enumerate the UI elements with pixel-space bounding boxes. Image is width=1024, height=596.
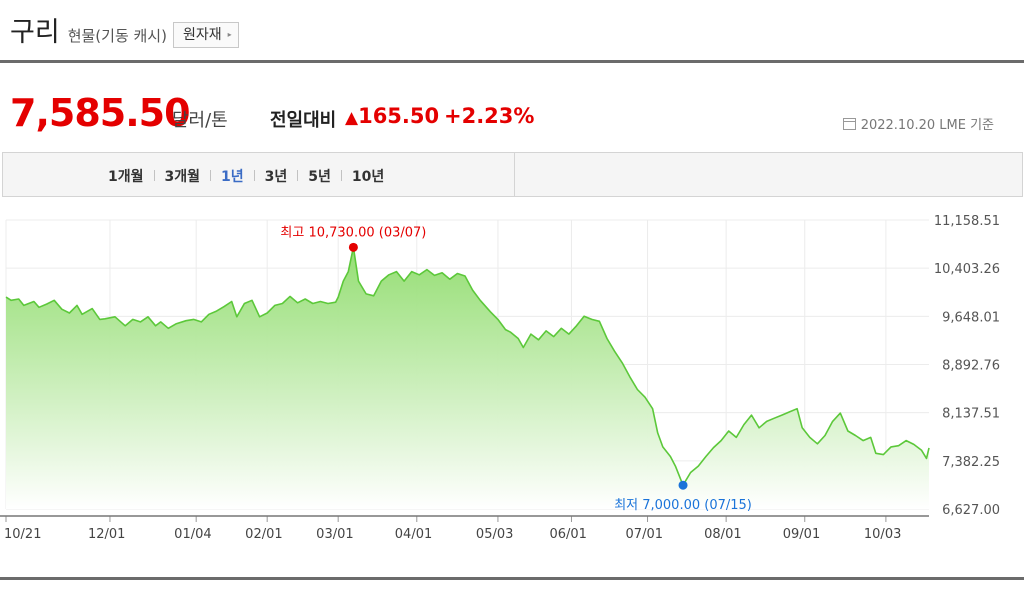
tab-separator (153, 170, 155, 181)
chart-annotations: 최고 10,730.00 (03/07) 최저 7,000.00 (07/15) (280, 225, 751, 513)
y-axis: 11,158.51 10,403.26 9,648.01 8,892.76 8,137.… (934, 214, 1000, 518)
calendar-icon (842, 117, 856, 130)
price-area (6, 247, 929, 510)
x-tick-label: 10/03 (864, 527, 901, 542)
x-tick-label: 08/01 (704, 527, 741, 542)
tab-separator (340, 170, 342, 181)
y-tick-label: 10,403.26 (934, 262, 1000, 277)
raw-materials-label: 원자재 (182, 27, 222, 43)
price-date: 2022.10.20 LME 기준 (842, 114, 994, 133)
price-chart: 11,158.51 10,403.26 9,648.01 8,892.76 8,137.… (0, 214, 1000, 542)
period-divider (514, 153, 515, 196)
current-price: 7,585.50 (10, 91, 191, 135)
y-tick-label: 8,892.76 (942, 358, 1000, 373)
period-tab[interactable]: 1년 (221, 168, 244, 185)
period-tab[interactable]: 3개월 (164, 168, 201, 185)
low-marker (678, 480, 688, 490)
x-tick-label: 03/01 (316, 527, 353, 542)
tab-separator (210, 170, 212, 181)
tab-separator (253, 170, 255, 181)
change-percent: +2.23% (444, 104, 535, 128)
page-subtitle: 현물(기동 캐시) (67, 27, 167, 45)
x-tick-label: 06/01 (549, 527, 586, 542)
x-tick-label: 09/01 (783, 527, 820, 542)
y-tick-label: 11,158.51 (934, 214, 1000, 229)
y-tick-label: 9,648.01 (942, 310, 1000, 325)
x-tick-label: 10/21 (4, 527, 41, 542)
x-axis: 10/21 12/01 01/04 02/01 03/01 04/01 05/03 06/01… (0, 515, 929, 542)
period-tab[interactable]: 3년 (264, 168, 288, 185)
x-tick-label: 12/01 (88, 527, 125, 542)
top-divider (0, 60, 1024, 63)
chart-plot (5, 246, 930, 510)
low-label: 최저 7,000.00 (07/15) (614, 498, 752, 513)
high-label: 최고 10,730.00 (03/07) (280, 225, 426, 240)
raw-materials-button[interactable]: 원자재 ▸ (172, 22, 239, 48)
arrow-right-icon: ▸ (227, 30, 232, 39)
period-tabs: 1개월 3개월 1년 3년 5년 10년 (108, 153, 384, 198)
x-tick-label: 02/01 (245, 527, 282, 542)
change-value: 165.50 (358, 104, 440, 128)
bottom-divider (0, 577, 1024, 580)
tab-separator (297, 170, 299, 181)
x-tick-label: 07/01 (626, 527, 663, 542)
price-unit: 달러/톤 (172, 110, 228, 131)
period-tab[interactable]: 1개월 (108, 168, 144, 185)
period-selector: 1개월 3개월 1년 3년 5년 10년 (2, 152, 1023, 197)
header: 구리 현물(기동 캐시) 원자재 ▸ (10, 14, 239, 50)
price-line (5, 246, 930, 486)
x-tick-label: 05/03 (476, 527, 513, 542)
page-title: 구리 (10, 17, 60, 48)
price-change: ▲165.50 (345, 104, 439, 128)
y-tick-label: 8,137.51 (942, 407, 1000, 422)
period-tab[interactable]: 10년 (351, 168, 385, 185)
up-arrow-icon: ▲ (345, 108, 359, 128)
date-text: 2022.10.20 LME 기준 (860, 118, 994, 133)
change-label: 전일대비 (270, 110, 337, 131)
y-tick-label: 7,382.25 (942, 455, 1000, 470)
x-tick-label: 01/04 (174, 527, 211, 542)
y-tick-label: 6,627.00 (942, 503, 1000, 518)
high-marker (348, 242, 358, 252)
x-tick-label: 04/01 (395, 527, 432, 542)
period-tab[interactable]: 5년 (308, 168, 331, 185)
